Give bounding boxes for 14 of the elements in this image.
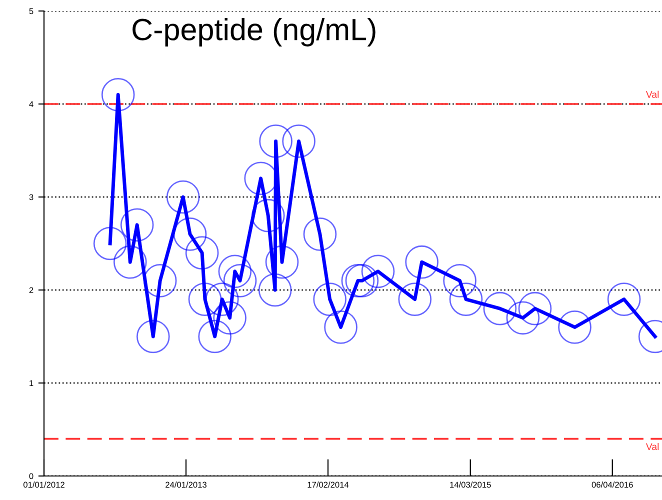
y-tick-label: 3 [29, 194, 34, 200]
y-tick-label: 4 [29, 101, 34, 108]
y-tick-label: 1 [30, 380, 34, 386]
x-tick-label: 01/01/2012 [23, 482, 64, 488]
x-tick-label: 06/04/2016 [592, 482, 633, 488]
chart-title: C-peptide (ng/mL) [132, 18, 376, 46]
y-tick-label: 5 [29, 8, 34, 14]
y-tick-label: 0 [29, 473, 34, 480]
ref-line-label: Val [646, 442, 659, 450]
x-tick-label: 17/02/2014 [308, 482, 349, 488]
ref-line-label: Val [646, 90, 659, 98]
x-tick-label: 14/03/2015 [450, 482, 491, 488]
x-tick-label: 24/01/2013 [166, 482, 206, 488]
y-tick-label: 2 [29, 287, 34, 294]
